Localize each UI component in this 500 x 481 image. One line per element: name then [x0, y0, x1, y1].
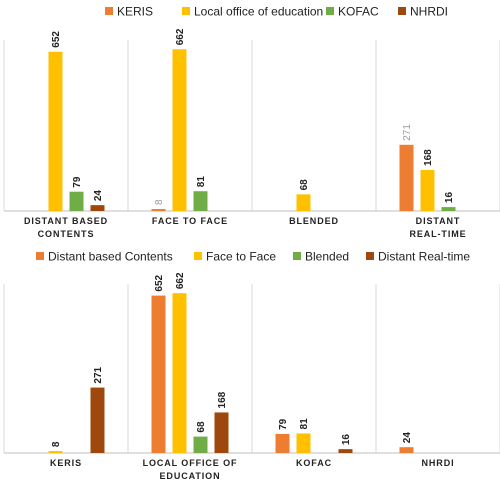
legend-label: NHRDI — [410, 5, 448, 19]
bar — [193, 436, 208, 453]
data-label: 662 — [175, 28, 186, 45]
bar — [296, 194, 311, 211]
data-label: 16 — [444, 192, 455, 204]
category-label: KERIS — [50, 458, 82, 468]
category-label: FACE TO FACE — [152, 216, 228, 226]
bar — [420, 169, 435, 211]
legend-label: KOFAC — [338, 5, 379, 19]
bar — [48, 451, 63, 453]
chart-panel-2: Distant based Contents Face to Face Blende… — [3, 250, 500, 481]
data-label: 652 — [154, 274, 165, 291]
legend-label: Face to Face — [206, 250, 276, 264]
bar — [193, 191, 208, 211]
bar — [441, 207, 456, 211]
legend-swatch — [182, 7, 190, 15]
bar — [172, 49, 187, 212]
bar — [275, 433, 290, 453]
data-label: 68 — [299, 179, 310, 191]
legend-swatch — [36, 252, 44, 260]
legend-label: KERIS — [117, 5, 153, 19]
bar — [214, 412, 229, 453]
bar — [90, 205, 105, 211]
legend-label: Distant based Contents — [48, 250, 173, 264]
category-label: DISTANT — [416, 216, 461, 226]
legend-label: Blended — [305, 250, 349, 264]
legend-label: Local office of education — [194, 5, 323, 19]
data-label: 79 — [278, 418, 289, 430]
legend-swatch — [366, 252, 374, 260]
category-label: EDUCATION — [160, 471, 221, 481]
data-label: 16 — [341, 434, 352, 446]
data-label: 168 — [423, 149, 434, 166]
data-label: 662 — [175, 272, 186, 289]
data-label: 24 — [402, 432, 413, 444]
category-label: KOFAC — [296, 458, 332, 468]
legend-swatch — [326, 7, 334, 15]
data-label: 79 — [72, 176, 83, 188]
category-label: DISTANT BASED — [24, 216, 108, 226]
data-label: 24 — [93, 190, 104, 202]
bar — [399, 144, 414, 211]
bar — [69, 191, 84, 211]
bar — [399, 447, 414, 453]
data-label: 168 — [217, 391, 228, 408]
category-label: CONTENTS — [38, 229, 95, 239]
bar — [90, 387, 105, 453]
data-label: 81 — [299, 418, 310, 430]
bar — [151, 209, 166, 211]
bar — [296, 433, 311, 453]
bar — [338, 449, 353, 453]
legend: Distant based Contents Face to Face Blende… — [36, 250, 470, 264]
bar — [48, 51, 63, 212]
legend-swatch — [398, 7, 406, 15]
chart-panel-1: KERIS Local office of education KOFAC NHRDI… — [3, 5, 500, 239]
category-label: BLENDED — [289, 216, 339, 226]
legend-label: Distant Real-time — [378, 250, 470, 264]
category-label: NHRDI — [422, 458, 455, 468]
data-label: 271 — [402, 124, 413, 141]
bar — [151, 295, 166, 453]
bar — [172, 293, 187, 453]
data-label: 81 — [196, 176, 207, 188]
legend-swatch — [105, 7, 113, 15]
legend-swatch — [194, 252, 202, 260]
legend-swatch — [293, 252, 301, 260]
data-label: 271 — [93, 366, 104, 383]
data-label: 8 — [51, 441, 62, 447]
data-label: 652 — [51, 31, 62, 48]
category-label: REAL-TIME — [409, 229, 466, 239]
data-label: 68 — [196, 421, 207, 433]
category-label: LOCAL OFFICE OF — [143, 458, 238, 468]
legend: KERIS Local office of education KOFAC NHRDI — [105, 5, 448, 19]
data-label: 8 — [154, 199, 165, 205]
